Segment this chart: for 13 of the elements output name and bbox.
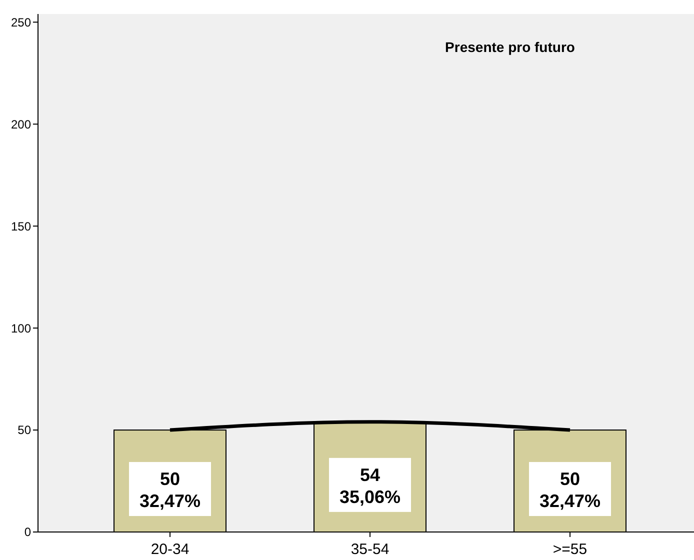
x-tick-label: 35-54 [350,541,390,558]
x-tick-label: 20-34 [150,541,190,558]
y-tick-label: 150 [10,219,32,234]
y-tick-label: 250 [10,15,32,30]
y-tick-label: 100 [10,321,32,336]
y-tick-label: 50 [18,423,32,438]
data-label: 54 35,06% [339,464,401,507]
data-label: 50 32,47% [539,469,601,512]
text: Presente pro futuro [445,39,575,55]
y-tick-label: 0 [24,525,32,540]
data-label: 50 32,47% [139,469,201,512]
x-tick-label: >=55 [552,541,588,558]
y-tick-label: 200 [10,117,32,132]
